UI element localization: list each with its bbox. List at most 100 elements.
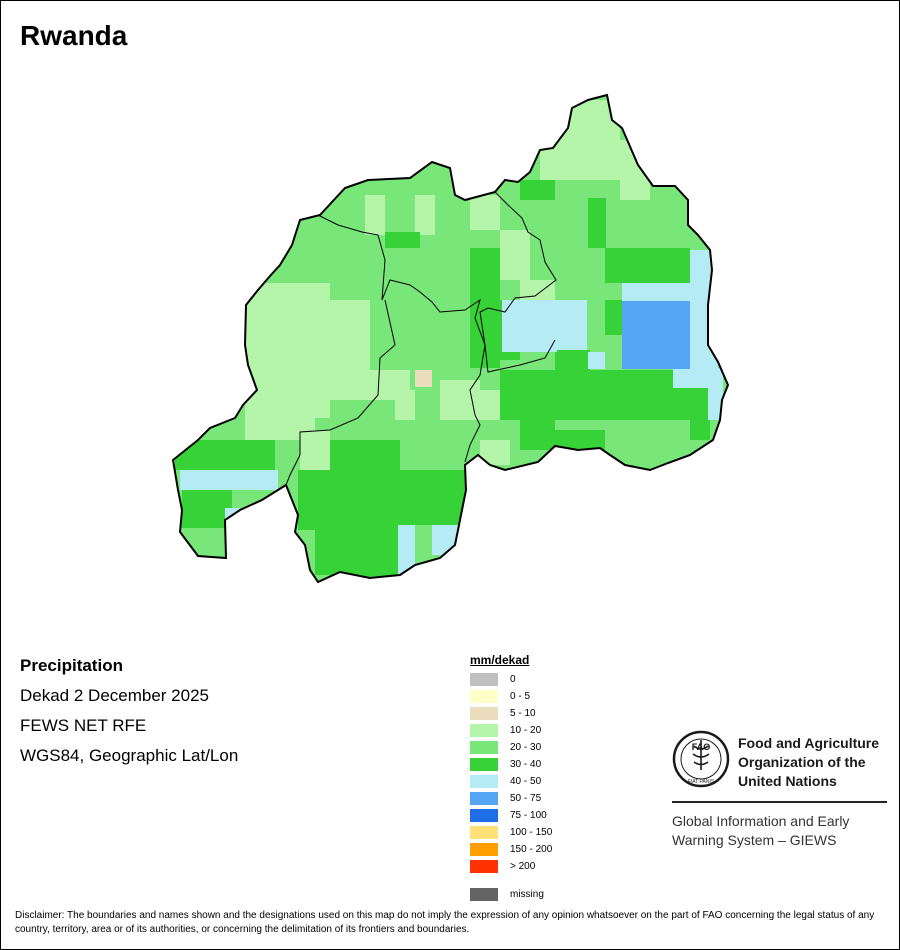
rain-cell-30-40 (605, 300, 623, 335)
rainfall-grid (173, 95, 728, 582)
legend-item: 0 (470, 671, 552, 688)
legend-label: 75 - 100 (510, 810, 547, 821)
rain-cell-30-40 (690, 420, 710, 440)
legend-swatch (470, 860, 498, 873)
divider (672, 801, 887, 803)
legend-label: missing (510, 889, 544, 900)
internal-border-northeast (479, 191, 557, 373)
internal-border-west (317, 214, 486, 463)
legend-label: 150 - 200 (510, 844, 553, 855)
fao-logo-icon: FAO FIAT PANIS (672, 730, 730, 788)
legend-label: 50 - 75 (510, 793, 542, 804)
legend-label: 100 - 150 (510, 827, 553, 838)
legend-item: 50 - 75 (470, 790, 552, 807)
rain-cell-40-50 (557, 300, 587, 350)
map-info: Precipitation Dekad 2 December 2025 FEWS… (20, 656, 238, 776)
rain-cell-30-40 (400, 470, 465, 525)
legend-label: 10 - 20 (510, 725, 542, 736)
rain-cell-10-20 (365, 195, 385, 235)
internal-border-center (285, 299, 396, 486)
rain-cell-30-40 (605, 248, 690, 283)
legend-swatch (470, 792, 498, 805)
legend-items: 0 0 - 5 5 - 10 10 - 20 20 - 30 30 - 40 40 - 50… (470, 671, 552, 875)
rain-cell-10-20 (620, 140, 650, 200)
rain-cell-10-20 (245, 415, 315, 440)
rain-cell-30-40 (470, 248, 500, 368)
rain-cell-10-20 (480, 390, 500, 420)
rain-cell-30-40 (175, 440, 275, 470)
legend-label: 40 - 50 (510, 776, 542, 787)
rain-cell-30-40 (298, 470, 330, 530)
legend-label: 0 - 5 (510, 691, 531, 702)
fao-logo-motto: FIAT PANIS (688, 779, 715, 785)
variable-label: Precipitation (20, 656, 123, 675)
fao-logo-letters: FAO (692, 742, 711, 752)
legend-item-missing: missing (470, 886, 552, 903)
legend-swatch (470, 809, 498, 822)
rain-cell-30-40 (588, 198, 606, 248)
rain-cell-30-40 (182, 488, 232, 528)
legend-item: 75 - 100 (470, 807, 552, 824)
rain-cell-10-20 (440, 380, 480, 420)
rain-cell-5-10 (415, 370, 432, 387)
legend-item: 100 - 150 (470, 824, 552, 841)
giews-name: Global Information and Early Warning Sys… (672, 812, 892, 850)
rain-cell-40-50 (588, 352, 605, 369)
legend-swatch (470, 707, 498, 720)
district-borders (285, 191, 557, 486)
legend-swatch (470, 758, 498, 771)
giews-line: Global Information and Early (672, 813, 850, 829)
period-label: Dekad 2 December 2025 (20, 686, 210, 705)
rain-cell-10-20 (470, 195, 500, 230)
source-label: FEWS NET RFE (20, 716, 147, 735)
legend-title: mm/dekad (470, 653, 530, 667)
rain-cell-10-20 (330, 300, 370, 370)
rain-cell-40-50 (708, 388, 723, 420)
map-title: Rwanda (20, 20, 128, 51)
rain-cell-40-50 (622, 283, 722, 301)
legend-item: 0 - 5 (470, 688, 552, 705)
rain-cell-30-40 (315, 525, 400, 575)
rain-cell-30-40 (385, 232, 420, 248)
legend-item: 10 - 20 (470, 722, 552, 739)
legend-label: 0 (510, 674, 516, 685)
legend-swatch (470, 724, 498, 737)
legend-swatch (470, 888, 498, 901)
rain-cell-30-40 (555, 350, 590, 370)
legend-item: 150 - 200 (470, 841, 552, 858)
disclaimer: Disclaimer: The boundaries and names sho… (15, 910, 875, 935)
rain-cell-10-20 (395, 390, 415, 420)
rain-cell-40-50 (673, 368, 723, 388)
rain-cell-10-20 (415, 195, 435, 235)
fao-name-line: United Nations (738, 773, 837, 789)
legend-item: 5 - 10 (470, 705, 552, 722)
projection-label: WGS84, Geographic Lat/Lon (20, 746, 239, 765)
rain-cell-40-50 (398, 525, 415, 575)
rain-cell-30-40 (520, 420, 555, 450)
fao-name-line: Organization of the (738, 754, 866, 770)
legend-item: 40 - 50 (470, 773, 552, 790)
rain-cell-30-40 (520, 180, 555, 200)
legend-swatch (470, 826, 498, 839)
country-border (171, 93, 730, 584)
rain-cell-10-20 (500, 230, 530, 280)
legend-swatch (470, 775, 498, 788)
legend-swatch (470, 673, 498, 686)
legend: mm/dekad 0 0 - 5 5 - 10 10 - 20 20 - 30 30 - … (470, 653, 552, 903)
rain-cell-40-50 (502, 300, 557, 352)
legend-label: 30 - 40 (510, 759, 542, 770)
legend-label: > 200 (510, 861, 536, 872)
legend-item: 30 - 40 (470, 756, 552, 773)
rain-cell-30-40 (555, 430, 605, 450)
rain-cell-50-75 (622, 301, 690, 369)
rain-cell-40-50 (180, 470, 278, 490)
legend-label: 20 - 30 (510, 742, 542, 753)
rain-cell-10-20 (540, 100, 620, 180)
fao-name-line: Food and Agriculture (738, 735, 880, 751)
rain-cell-40-50 (690, 250, 718, 285)
rain-cell-40-50 (690, 300, 718, 370)
legend-label: 5 - 10 (510, 708, 536, 719)
rain-cell-10-20 (520, 280, 555, 300)
legend-swatch (470, 843, 498, 856)
